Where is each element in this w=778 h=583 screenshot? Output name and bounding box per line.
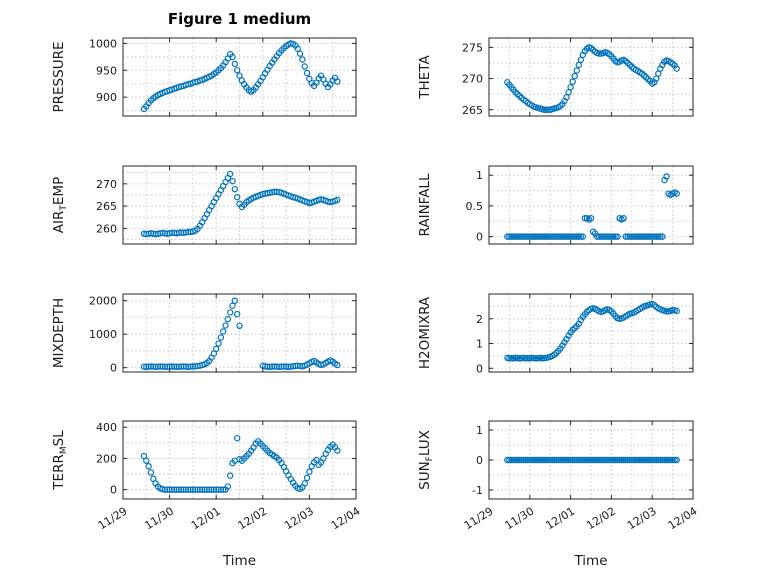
x-axis-label: Time [573,553,607,569]
tick-marks [488,38,694,116]
data-points [140,297,341,371]
y-tick-label: 1 [476,169,483,182]
y-tick-label: 270 [462,73,483,86]
y-axis-label: THETA [417,55,433,100]
y-tick-label: 0 [476,454,483,467]
x-axis-label: Time [222,553,256,569]
axes-box [122,293,357,373]
x-tick-label: 12/04 [329,505,363,533]
y-axis-label: MIXDEPTH [51,298,67,368]
y-tick-label: 0 [110,484,117,497]
y-tick-label: 1000 [89,37,117,50]
data-points [140,434,341,493]
subplot-terr-msl: 0 200 400 11/29 11/30 12/01 12/02 12/03 12/04 Tim… [51,420,363,569]
subplot-rainfall: 0 0.5 1 RAINFALL [417,165,694,245]
subplot-air-temp: 260 265 270 AIRTEMP [51,165,357,245]
x-tick-label: 12/01 [543,505,577,533]
y-axis-label: SUNFLUX [417,430,435,490]
y-tick-label: 265 [462,104,483,117]
x-tick-label: 12/02 [236,505,270,533]
y-tick-label: 1000 [89,328,117,341]
x-tick-label: 12/01 [189,505,223,533]
axes-box [122,165,357,245]
subplot-mixdepth: 0 1000 2000 MIXDEPTH [51,293,357,375]
data-points [504,456,680,464]
x-tick-label: 11/30 [142,505,176,533]
tick-marks [488,294,694,372]
y-tick-label: 275 [462,41,483,54]
tick-marks [122,166,357,244]
data-points [140,40,341,113]
tick-marks [122,421,357,499]
y-tick-label: 2000 [89,295,117,308]
y-axis-label: PRESSURE [51,42,67,113]
y-tick-label: -1 [472,484,483,497]
y-tick-label: 0 [476,231,483,244]
y-tick-label: 0 [476,362,483,375]
x-tick-label: 12/04 [666,505,700,533]
grid-lines [123,421,356,499]
subplot-theta: 265 270 275 THETA [417,37,694,117]
x-tick-label: 11/30 [503,505,537,533]
y-tick-label: 1 [476,424,483,437]
axes-box [488,37,694,117]
tick-marks [122,38,357,116]
tick-marks [488,166,694,244]
grid-lines [123,294,356,372]
y-tick-label: 2 [476,313,483,326]
axes-box [122,420,357,500]
axes-box [488,165,694,245]
x-tick-label: 12/03 [625,505,659,533]
y-tick-label: 400 [96,421,117,434]
y-tick-label: 270 [96,178,117,191]
y-tick-label: 1 [476,338,483,351]
y-axis-label: AIRTEMP [51,177,69,233]
y-tick-label: 0 [110,362,117,375]
data-points [504,300,680,362]
subplot-h2omixra: 0 1 2 H2OMIXRA [417,293,694,375]
subplot-sun-flux: -1 0 1 11/29 11/30 12/01 12/02 12/03 12/04 Time SU… [417,420,700,569]
y-axis-label: RAINFALL [417,173,433,236]
axes-box [488,293,694,373]
axes-box [122,37,357,117]
y-tick-label: 0.5 [466,200,484,213]
data-points [504,173,680,240]
tick-marks [122,294,357,372]
subplot-pressure: 900 950 1000 PRESSURE [51,37,357,117]
x-tick-label: 12/02 [584,505,618,533]
y-tick-label: 950 [96,64,117,77]
y-tick-label: 900 [96,91,117,104]
grid-lines [489,166,693,244]
grid-lines [489,421,693,499]
tick-marks [488,421,694,499]
x-tick-label: 12/03 [282,505,316,533]
data-points [140,170,341,238]
y-axis-label: H2OMIXRA [417,296,433,369]
y-tick-label: 265 [96,200,117,213]
figure-title: Figure 1 medium [167,10,312,28]
data-points [504,44,680,113]
x-tick-label: 11/29 [462,505,496,533]
x-tick-label: 11/29 [96,505,130,533]
y-axis-label: TERRMSL [51,430,69,491]
y-tick-label: 260 [96,222,117,235]
y-tick-label: 200 [96,452,117,465]
